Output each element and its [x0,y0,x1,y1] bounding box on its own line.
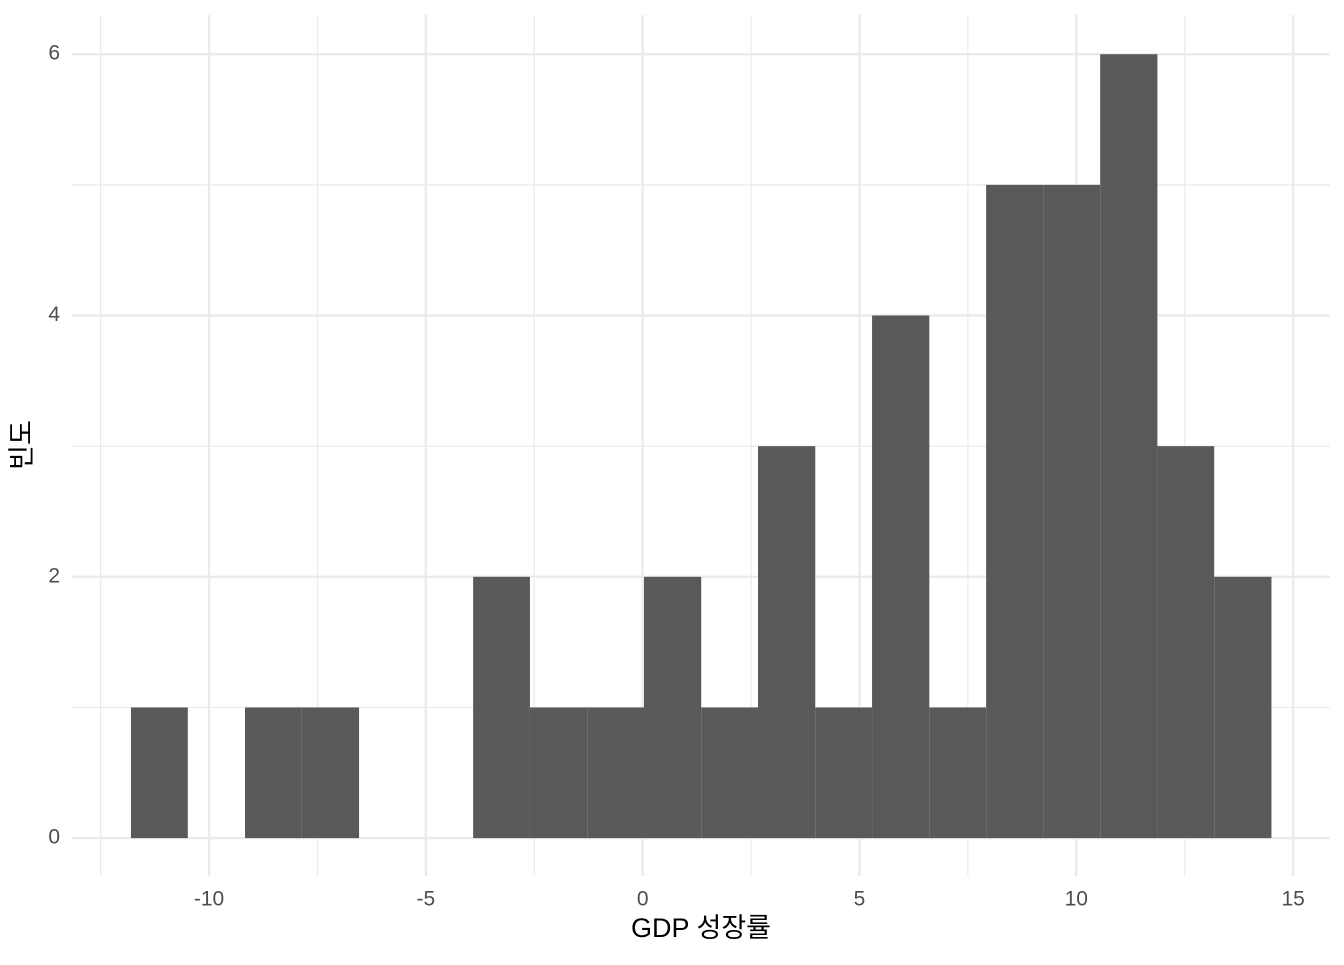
bar [815,707,873,839]
bar [758,446,816,839]
bar [1214,576,1272,839]
bar [701,707,759,839]
bar [929,707,987,839]
x-tick-label: 10 [1065,888,1088,911]
x-tick-label: 0 [637,888,649,911]
x-tick-label: 5 [854,888,866,911]
y-tick-label: 2 [48,564,60,587]
y-axis-title: 빈도 [7,420,37,470]
bar [130,707,188,839]
bar [587,707,644,839]
x-tick-label: -5 [417,888,436,911]
bar [872,315,930,839]
bar [1157,446,1215,839]
bar [301,707,360,839]
bar [473,576,530,839]
y-tick-label: 4 [48,303,60,326]
bar [986,184,1044,839]
bar [1100,54,1158,839]
bar [529,707,588,839]
x-axis-title: GDP 성장률 [631,913,771,943]
x-tick-label: 15 [1281,888,1304,911]
bar [1043,184,1101,839]
bar [245,707,302,839]
y-tick-label: 6 [48,42,60,65]
bar [643,576,702,839]
y-tick-label: 0 [48,826,60,849]
x-tick-label: -10 [194,888,224,911]
